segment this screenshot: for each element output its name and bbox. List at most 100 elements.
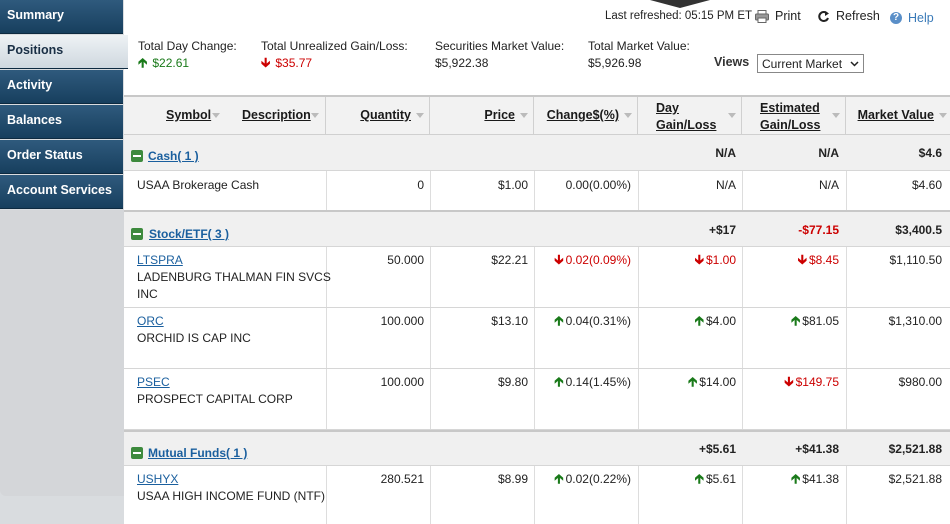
up-arrow-icon: 🡱 — [687, 374, 698, 389]
total-unrealized: Total Unrealized Gain/Loss: 🡳 $35.77 — [261, 39, 408, 70]
views-select[interactable]: Current Market — [757, 54, 864, 73]
sort-arrow-icon — [416, 113, 424, 118]
row-change: 🡱 0.02(0.22%) — [534, 472, 631, 486]
sidebar-item-activity[interactable]: Activity — [0, 70, 123, 104]
up-arrow-icon: 🡱 — [554, 471, 564, 486]
symbol-link-ushyx[interactable]: USHYX — [137, 472, 179, 486]
row-change: 🡱 0.14(1.45%) — [534, 375, 631, 389]
row-market-value: $2,521.88 — [888, 472, 942, 486]
column-divider — [742, 135, 743, 524]
header-day-gain-loss: Day Gain/Loss — [638, 97, 742, 135]
sidebar-fill — [0, 210, 124, 496]
column-divider — [534, 135, 535, 524]
sort-arrow-icon — [939, 113, 947, 118]
down-arrow-icon: 🡳 — [784, 374, 794, 389]
row-est-gl-value: $8.45 — [808, 253, 839, 267]
estimated-gain-loss-label-2[interactable]: Gain/Loss — [760, 118, 821, 132]
refresh-button[interactable]: Refresh — [817, 9, 880, 23]
row-quantity: 100.000 — [380, 314, 424, 328]
total-market-value-value: $5,926.98 — [588, 56, 642, 70]
row-change: 🡳 0.02(0.09%) — [534, 253, 631, 267]
symbol-link-orc[interactable]: ORC — [137, 314, 164, 328]
symbol-link-psec[interactable]: PSEC — [137, 375, 170, 389]
help-link[interactable]: ? Help — [890, 11, 934, 25]
row-price: $22.21 — [491, 253, 528, 267]
total-market-value: Total Market Value: $5,926.98 — [588, 39, 690, 70]
sidebar-item-summary[interactable]: Summary — [0, 0, 123, 34]
help-icon: ? — [890, 12, 902, 24]
row-quantity: 0 — [417, 178, 424, 192]
print-button[interactable]: Print — [755, 9, 801, 23]
row-market-value: $1,310.00 — [888, 314, 942, 328]
up-arrow-icon: 🡱 — [554, 313, 564, 328]
sort-estimated-gain-loss[interactable]: Estimated — [760, 101, 820, 115]
row-market-value: $1,110.50 — [889, 253, 943, 267]
column-divider — [326, 135, 327, 524]
mutual-day-gl: +$5.61 — [698, 442, 736, 456]
header-symbol-description: Symbol Description — [124, 97, 326, 135]
sort-day-gain-loss[interactable]: Day — [656, 101, 679, 115]
printer-icon — [755, 9, 769, 23]
row-est-gl: N/A — [818, 178, 839, 192]
table-row: LTSPRA LADENBURG THALMAN FIN SVCS INC 50… — [124, 247, 950, 308]
row-price: $9.80 — [497, 375, 528, 389]
row-day-gl: 🡱 $14.00 — [638, 375, 736, 389]
securities-market-value: Securities Market Value: $5,922.38 — [435, 39, 564, 70]
group-row-stock: Stock/ETF( 3 ) +$17 -$77.15 $3,400.5 — [124, 210, 950, 247]
row-quantity: 100.000 — [380, 375, 424, 389]
column-divider — [846, 135, 847, 524]
group-row-cash: Cash( 1 ) N/A N/A $4.6 — [124, 135, 950, 171]
mutual-est-gl: +$41.38 — [795, 442, 839, 456]
row-change: 0.00(0.00%) — [565, 178, 631, 192]
table-row: USAA Brokerage Cash 0 $1.00 0.00(0.00%) … — [124, 171, 950, 211]
sort-arrow-icon — [832, 113, 840, 118]
header-quantity: Quantity — [326, 97, 430, 135]
positions-table: Symbol Description Quantity Price Change… — [124, 95, 950, 524]
row-change-value: 0.14(1.45%) — [565, 375, 631, 389]
sort-price[interactable]: Price — [484, 108, 515, 122]
up-arrow-icon: 🡱 — [694, 313, 704, 328]
sidebar-item-balances[interactable]: Balances — [0, 105, 123, 139]
up-arrow-icon: 🡱 — [790, 471, 801, 486]
total-unrealized-value: $35.77 — [275, 56, 313, 70]
refresh-icon — [818, 10, 829, 22]
sidebar-item-positions[interactable]: Positions — [0, 35, 128, 69]
sort-symbol[interactable]: Symbol — [166, 108, 212, 122]
row-est-gl: 🡳 $8.45 — [742, 253, 839, 267]
row-day-gl: 🡱 $4.00 — [638, 314, 736, 328]
down-arrow-icon: 🡳 — [554, 252, 564, 267]
sidebar-item-order-status[interactable]: Order Status — [0, 140, 123, 174]
down-arrow-icon: 🡳 — [797, 252, 807, 267]
row-est-gl: 🡱 $41.38 — [742, 472, 839, 486]
stock-est-gl: -$77.15 — [798, 223, 839, 237]
row-price: $8.99 — [497, 472, 528, 486]
row-description: USAA HIGH INCOME FUND (NTF) — [137, 489, 325, 503]
header-change: Change$(%) — [534, 97, 638, 135]
table-row: USHYX USAA HIGH INCOME FUND (NTF) 280.52… — [124, 466, 950, 524]
row-change: 🡱 0.04(0.31%) — [534, 314, 631, 328]
group-link-cash[interactable]: Cash( 1 ) — [148, 149, 199, 163]
row-description: ORCHID IS CAP INC — [137, 331, 251, 345]
header-price: Price — [430, 97, 534, 135]
table-header-row: Symbol Description Quantity Price Change… — [124, 97, 950, 135]
row-est-gl: 🡱 $81.05 — [742, 314, 839, 328]
symbol-link-ltspra[interactable]: LTSPRA — [137, 253, 183, 267]
down-arrow-icon: 🡳 — [261, 55, 271, 70]
group-link-mutual-funds[interactable]: Mutual Funds( 1 ) — [148, 446, 248, 460]
row-change-value: 0.04(0.31%) — [565, 314, 631, 328]
header-pointer — [650, 0, 710, 8]
print-label: Print — [775, 9, 801, 23]
collapse-icon[interactable] — [131, 228, 143, 240]
row-description: LADENBURG THALMAN FIN SVCS — [137, 270, 331, 284]
up-arrow-icon: 🡱 — [554, 374, 564, 389]
collapse-icon[interactable] — [131, 150, 143, 162]
group-link-stock[interactable]: Stock/ETF( 3 ) — [149, 227, 230, 241]
sort-quantity[interactable]: Quantity — [360, 108, 411, 122]
sort-market-value[interactable]: Market Value — [857, 108, 934, 122]
sidebar-item-account-services[interactable]: Account Services — [0, 175, 123, 209]
sort-change[interactable]: Change$(%) — [546, 108, 619, 122]
sort-description[interactable]: Description — [242, 108, 311, 122]
collapse-icon[interactable] — [131, 447, 143, 459]
header-estimated-gain-loss: Estimated Gain/Loss — [742, 97, 846, 135]
day-gain-loss-label-2[interactable]: Gain/Loss — [656, 118, 717, 132]
